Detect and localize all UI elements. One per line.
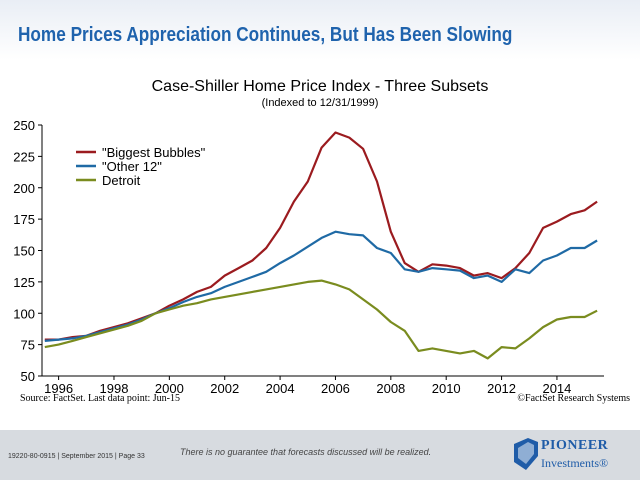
x-tick-label: 2006: [321, 381, 350, 396]
chart-subtitle: (Indexed to 12/31/1999): [261, 97, 379, 109]
y-tick-label: 175: [13, 212, 35, 227]
x-tick-label: 2010: [432, 381, 461, 396]
series-line-2: [44, 279, 598, 360]
legend-label-2: Detroit: [102, 173, 141, 188]
legend-label-0: "Biggest Bubbles": [102, 145, 206, 160]
x-tick-label: 1996: [44, 381, 73, 396]
series-line-0: [44, 131, 598, 341]
y-tick-label: 75: [21, 338, 35, 353]
chart-title: Case-Shiller Home Price Index - Three Su…: [151, 78, 489, 95]
x-tick-label: 1998: [100, 381, 129, 396]
source-note: Source: FactSet. Last data point: Jun-15: [20, 393, 180, 404]
x-tick-label: 2004: [266, 381, 295, 396]
slide-title: Home Prices Appreciation Continues, But …: [18, 24, 513, 46]
y-tick-label: 100: [13, 306, 35, 321]
pioneer-logo-icon: [514, 438, 538, 470]
line-chart: 50 75 100 125 150 175 200 225 250 1996 1998 2000 200…: [13, 118, 604, 396]
footer-code: 19220-80-0915 | September 2015 | Page 33: [8, 453, 145, 460]
x-tick-label: 2000: [155, 381, 184, 396]
series-line-1: [44, 230, 598, 342]
logo-name: PIONEER: [541, 438, 609, 453]
logo-sub: Investments®: [541, 456, 609, 470]
y-tick-label: 250: [13, 118, 35, 133]
disclaimer: There is no guarantee that forecasts dis…: [180, 447, 432, 457]
x-tick-label: 2014: [542, 381, 571, 396]
y-tick-label: 50: [21, 369, 35, 384]
x-tick-label: 2012: [487, 381, 516, 396]
header-background: [0, 0, 640, 60]
y-tick-label: 225: [13, 149, 35, 164]
y-tick-label: 125: [13, 275, 35, 290]
y-tick-label: 200: [13, 181, 35, 196]
copyright-note: ©FactSet Research Systems: [517, 393, 630, 404]
x-tick-label: 2002: [210, 381, 239, 396]
legend-label-1: "Other 12": [102, 159, 162, 174]
y-tick-label: 150: [13, 244, 35, 259]
x-tick-label: 2008: [376, 381, 405, 396]
